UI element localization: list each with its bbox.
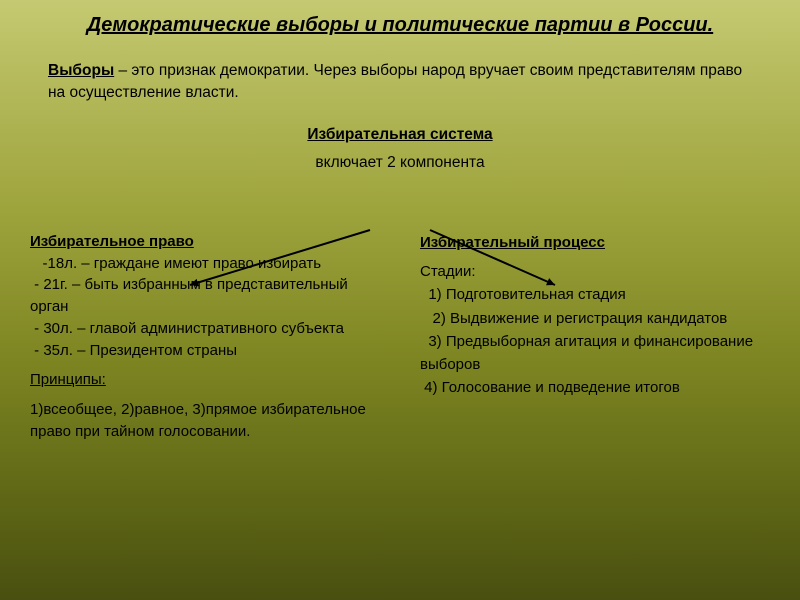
intro-paragraph: Выборы – это признак демократии. Через в… (0, 42, 800, 113)
slide-title: Демократические выборы и политические па… (0, 0, 800, 42)
left-column: Избирательное право -18л. – граждане име… (30, 231, 380, 443)
center-head: Избирательная система (307, 123, 492, 147)
stages-label: Стадии: (420, 260, 770, 283)
principles-head: Принципы: (30, 371, 106, 388)
columns: Избирательное право -18л. – граждане име… (0, 175, 800, 443)
right-column: Избирательный процесс Стадии: 1) Подгото… (420, 231, 770, 443)
left-head: Избирательное право (30, 233, 194, 250)
right-head: Избирательный процесс (420, 234, 605, 251)
intro-rest: – это признак демократии. Через выборы н… (48, 62, 742, 101)
principles-body: 1)всеобщее, 2)равное, 3)прямое избирател… (30, 399, 380, 443)
right-stages: 1) Подготовительная стадия 2) Выдвижение… (420, 283, 770, 399)
left-lines: -18л. – граждане имеют право избирать - … (30, 253, 380, 362)
center-sub: включает 2 компонента (0, 151, 800, 175)
center-block: Избирательная система включает 2 компоне… (0, 123, 800, 175)
intro-term: Выборы (48, 62, 114, 79)
